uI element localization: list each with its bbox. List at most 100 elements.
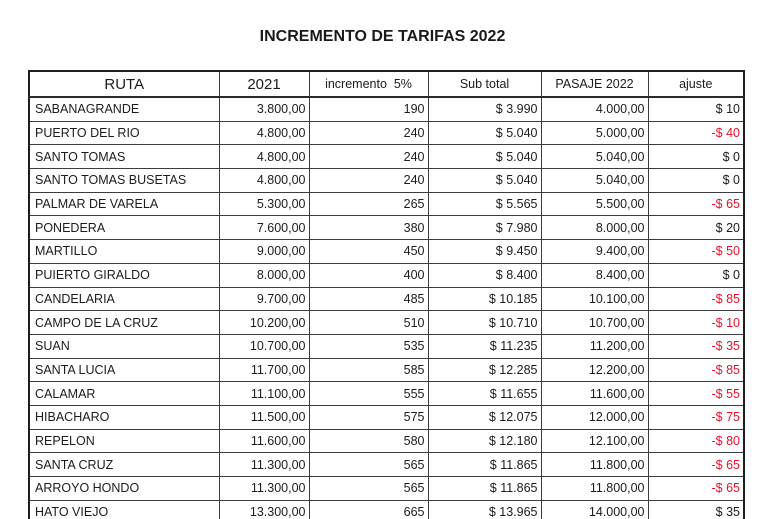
subtotal-cell: $ 8.400 [427, 262, 542, 288]
page-title: INCREMENTO DE TARIFAS 2022 [259, 28, 506, 45]
subtotal-cell: $ 3.990 [427, 96, 542, 122]
route-cell: SANTA CRUZ [28, 452, 220, 477]
ajuste-cell: $ 0 [647, 144, 745, 170]
tarifa-2021-cell: 11.700,00 [218, 357, 310, 383]
subtotal-cell: $ 9.450 [427, 239, 542, 264]
table-row: PUERTO DEL RIO 4.800,00 240 $ 5.040 5.00… [28, 120, 745, 146]
subtotal-cell: $ 11.655 [427, 381, 542, 406]
table-row: CANDELARIA 9.700,00 485 $ 10.185 10.100,… [28, 286, 745, 312]
route-cell: CALAMAR [28, 381, 220, 406]
ajuste-cell: -$ 85 [647, 286, 745, 312]
table-row: PONEDERA 7.600,00 380 $ 7.980 8.000,00 $… [28, 215, 745, 241]
incremento-cell: 400 [308, 262, 429, 288]
pasaje-2022-cell: 11.200,00 [540, 333, 649, 359]
subtotal-cell: $ 11.235 [427, 333, 542, 359]
ajuste-cell: $ 0 [647, 262, 745, 288]
tarifa-2021-cell: 4.800,00 [218, 120, 310, 146]
tarifa-2021-cell: 8.000,00 [218, 262, 310, 288]
subtotal-cell: $ 5.040 [427, 120, 542, 146]
pasaje-2022-cell: 5.500,00 [540, 191, 649, 217]
tarifa-2021-cell: 4.800,00 [218, 144, 310, 170]
subtotal-cell: $ 5.565 [427, 191, 542, 217]
ajuste-cell: $ 10 [647, 96, 745, 122]
incremento-cell: 380 [308, 215, 429, 241]
tarifa-2021-cell: 9.000,00 [218, 239, 310, 264]
tarifa-2021-cell: 4.800,00 [218, 168, 310, 193]
table-row: PALMAR DE VARELA 5.300,00 265 $ 5.565 5.… [28, 191, 745, 217]
pasaje-2022-cell: 5.040,00 [540, 168, 649, 193]
incremento-cell: 555 [308, 381, 429, 406]
subtotal-cell: $ 5.040 [427, 144, 542, 170]
column-header-subtotal: Sub total [427, 70, 542, 98]
table-row: CALAMAR 11.100,00 555 $ 11.655 11.600,00… [28, 381, 745, 406]
pasaje-2022-cell: 5.000,00 [540, 120, 649, 146]
subtotal-cell: $ 12.285 [427, 357, 542, 383]
tarifa-2021-cell: 11.500,00 [218, 404, 310, 430]
table-row: CAMPO DE LA CRUZ 10.200,00 510 $ 10.710 … [28, 310, 745, 335]
incremento-cell: 565 [308, 476, 429, 501]
table-row: SANTA CRUZ 11.300,00 565 $ 11.865 11.800… [28, 452, 745, 477]
route-cell: REPELON [28, 428, 220, 454]
pasaje-2022-cell: 12.200,00 [540, 357, 649, 383]
route-cell: MARTILLO [28, 239, 220, 264]
subtotal-cell: $ 11.865 [427, 476, 542, 501]
column-header-2021: 2021 [218, 70, 310, 98]
tarifa-2021-cell: 11.300,00 [218, 476, 310, 501]
table-row: SABANAGRANDE 3.800,00 190 $ 3.990 4.000,… [28, 96, 745, 122]
pasaje-2022-cell: 11.600,00 [540, 381, 649, 406]
incremento-cell: 265 [308, 191, 429, 217]
tarifa-2021-cell: 10.700,00 [218, 333, 310, 359]
column-header-ajuste: ajuste [647, 70, 745, 98]
incremento-cell: 510 [308, 310, 429, 335]
pasaje-2022-cell: 9.400,00 [540, 239, 649, 264]
incremento-cell: 240 [308, 168, 429, 193]
incremento-cell: 240 [308, 144, 429, 170]
subtotal-cell: $ 10.710 [427, 310, 542, 335]
table-row: SANTO TOMAS 4.800,00 240 $ 5.040 5.040,0… [28, 144, 745, 170]
subtotal-cell: $ 12.075 [427, 404, 542, 430]
route-cell: SABANAGRANDE [28, 96, 220, 122]
incremento-cell: 665 [308, 499, 429, 519]
ajuste-cell: -$ 50 [647, 239, 745, 264]
ajuste-cell: -$ 10 [647, 310, 745, 335]
ajuste-cell: -$ 65 [647, 191, 745, 217]
route-cell: SANTO TOMAS BUSETAS [28, 168, 220, 193]
table-row: MARTILLO 9.000,00 450 $ 9.450 9.400,00 -… [28, 239, 745, 264]
route-cell: PONEDERA [28, 215, 220, 241]
tarifa-2021-cell: 13.300,00 [218, 499, 310, 519]
pasaje-2022-cell: 11.800,00 [540, 452, 649, 477]
subtotal-cell: $ 10.185 [427, 286, 542, 312]
ajuste-cell: -$ 40 [647, 120, 745, 146]
incremento-cell: 535 [308, 333, 429, 359]
route-cell: ARROYO HONDO [28, 476, 220, 501]
tariff-table: RUTA 2021 incremento 5% Sub total PASAJE… [28, 70, 745, 519]
pasaje-2022-cell: 14.000,00 [540, 499, 649, 519]
table-row: REPELON 11.600,00 580 $ 12.180 12.100,00… [28, 428, 745, 454]
route-cell: PUIERTO GIRALDO [28, 262, 220, 288]
subtotal-cell: $ 5.040 [427, 168, 542, 193]
incremento-cell: 580 [308, 428, 429, 454]
tarifa-2021-cell: 10.200,00 [218, 310, 310, 335]
table-row: HIBACHARO 11.500,00 575 $ 12.075 12.000,… [28, 404, 745, 430]
route-cell: HATO VIEJO [28, 499, 220, 519]
subtotal-cell: $ 11.865 [427, 452, 542, 477]
pasaje-2022-cell: 11.800,00 [540, 476, 649, 501]
table-row: SANTA LUCIA 11.700,00 585 $ 12.285 12.20… [28, 357, 745, 383]
tarifa-2021-cell: 11.600,00 [218, 428, 310, 454]
subtotal-cell: $ 7.980 [427, 215, 542, 241]
ajuste-cell: -$ 80 [647, 428, 745, 454]
ajuste-cell: $ 35 [647, 499, 745, 519]
route-cell: CAMPO DE LA CRUZ [28, 310, 220, 335]
ajuste-cell: -$ 65 [647, 452, 745, 477]
tarifa-2021-cell: 9.700,00 [218, 286, 310, 312]
incremento-cell: 450 [308, 239, 429, 264]
pasaje-2022-cell: 12.100,00 [540, 428, 649, 454]
incremento-cell: 240 [308, 120, 429, 146]
table-row: SANTO TOMAS BUSETAS 4.800,00 240 $ 5.040… [28, 168, 745, 193]
table-body: SABANAGRANDE 3.800,00 190 $ 3.990 4.000,… [28, 96, 745, 519]
column-header-incremento: incremento 5% [308, 70, 429, 98]
route-cell: SUAN [28, 333, 220, 359]
pasaje-2022-cell: 8.000,00 [540, 215, 649, 241]
subtotal-cell: $ 13.965 [427, 499, 542, 519]
incremento-cell: 575 [308, 404, 429, 430]
